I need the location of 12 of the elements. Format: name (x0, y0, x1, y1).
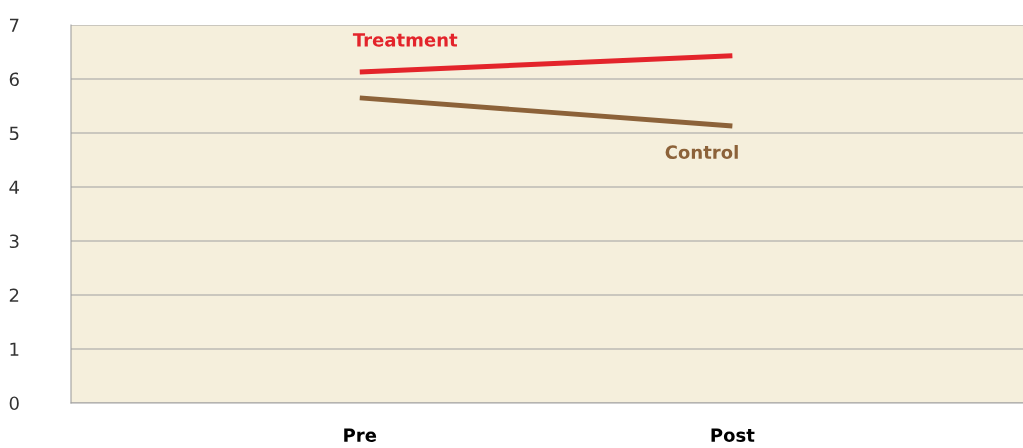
series-label: Treatment (352, 33, 458, 47)
y-tick-label: 1 (10, 342, 19, 356)
y-tick-label: 7 (9, 18, 19, 32)
y-tick-label: 3 (9, 234, 19, 249)
y-tick-label: 0 (9, 396, 19, 411)
y-tick-label: 6 (9, 72, 19, 87)
y-tick-label: 5 (9, 126, 19, 141)
y-tick-label: 4 (9, 180, 19, 194)
series-label: Control (665, 145, 738, 159)
y-tick-label: 2 (9, 288, 19, 302)
x-tick-label: Post (711, 428, 755, 442)
x-tick-label: Pre (344, 428, 377, 442)
